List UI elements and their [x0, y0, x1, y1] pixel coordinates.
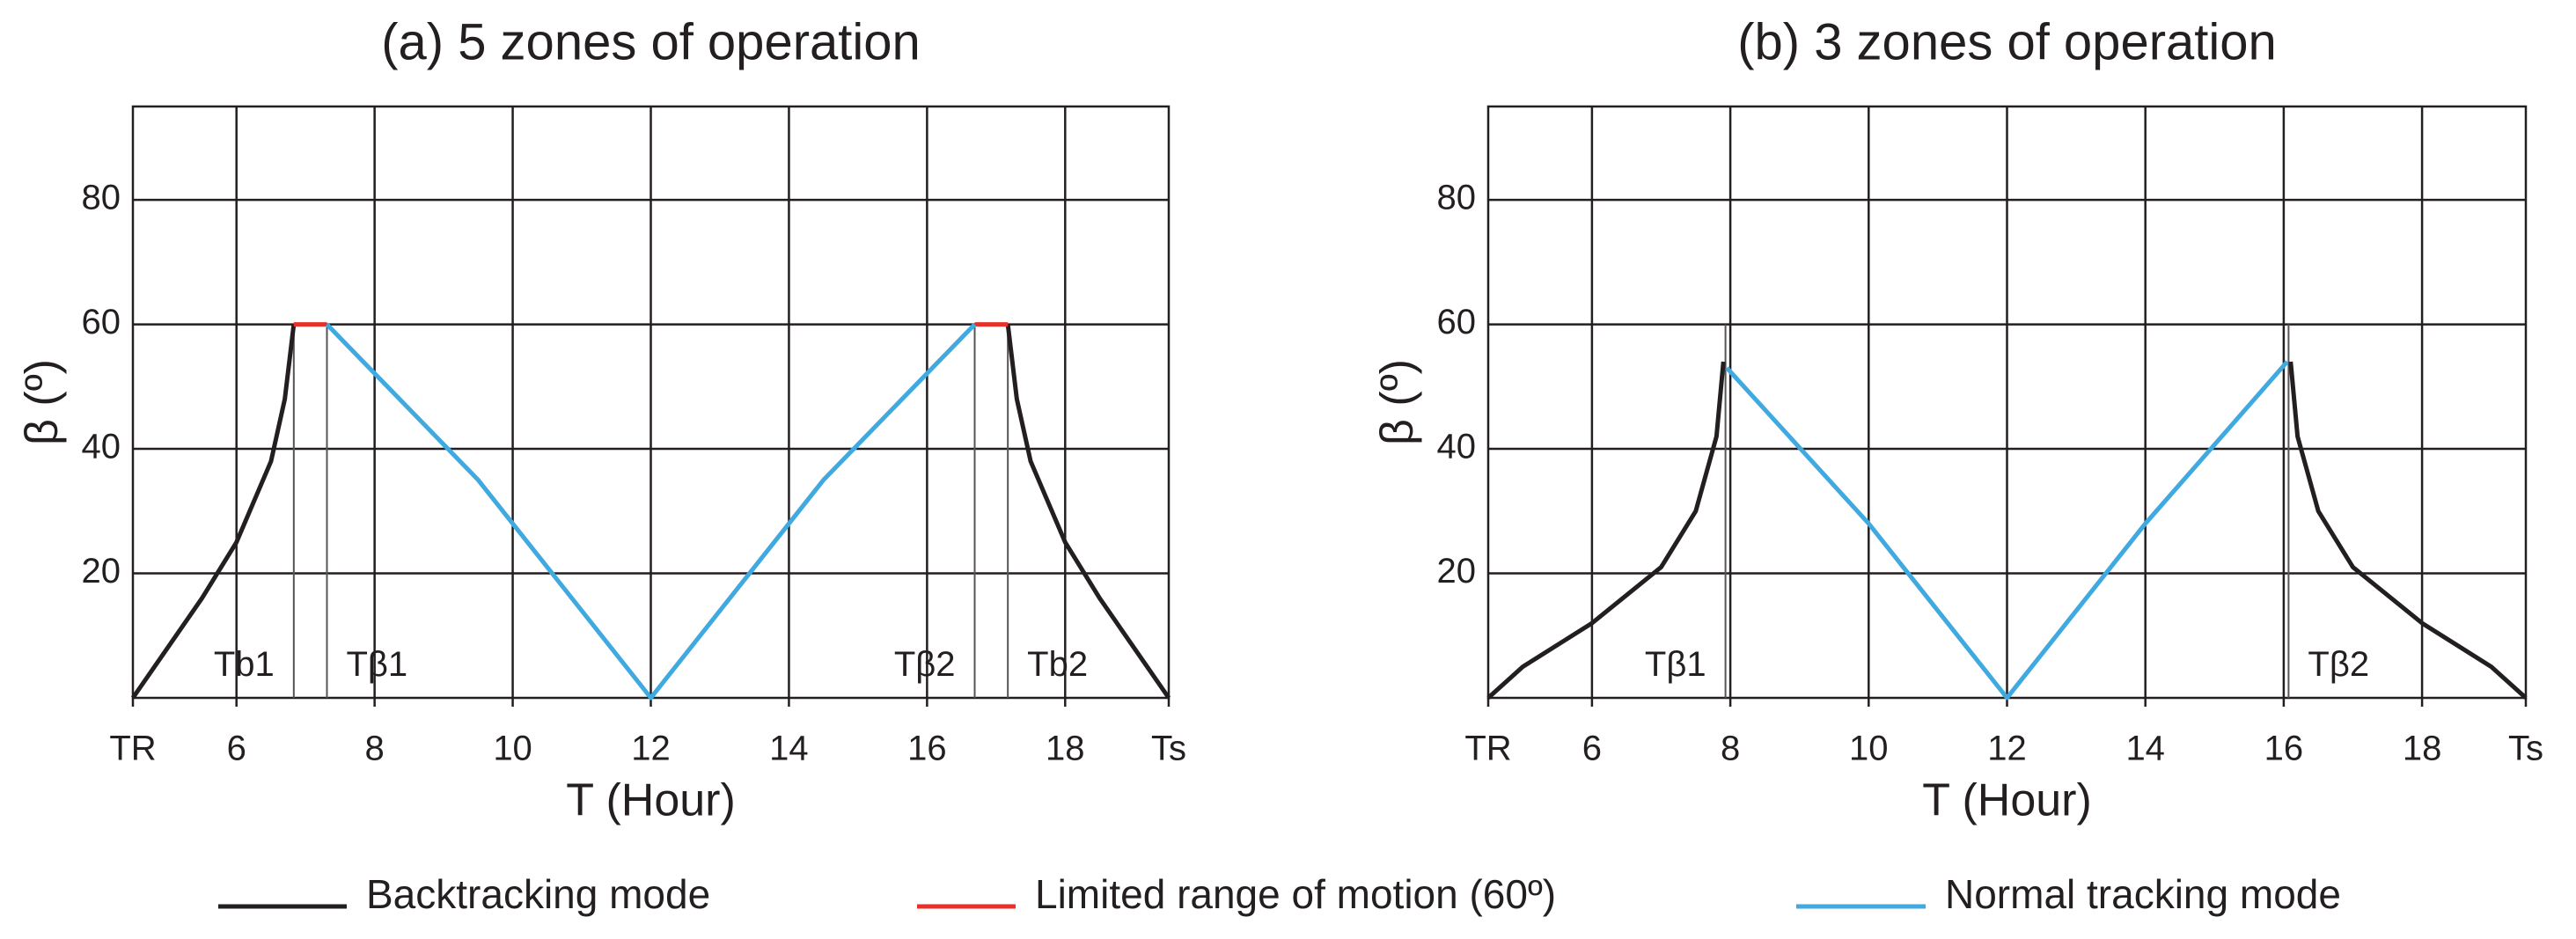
series-line	[1486, 361, 2528, 700]
x-tick-label: 8	[1721, 730, 1740, 768]
x-tick-label: 10	[1849, 730, 1889, 768]
chart-title: (b) 3 zones of operation	[1737, 13, 2277, 70]
x-tick-label: Ts	[1151, 730, 1186, 768]
y-tick-label: 60	[1437, 303, 1477, 341]
annotation-label: Tβ1	[346, 645, 407, 684]
annotation-label: Tb1	[214, 645, 275, 684]
x-tick-label: 8	[365, 730, 385, 768]
y-axis-label: β (º)	[1372, 359, 1423, 445]
annotation-label: Tβ2	[2308, 645, 2369, 684]
x-tick-label: 16	[2264, 730, 2304, 768]
x-tick-label: 18	[2403, 730, 2442, 768]
legend-label: Limited range of motion (60º)	[1035, 871, 1556, 917]
y-tick-label: 40	[82, 428, 121, 466]
y-tick-label: 20	[82, 552, 121, 591]
legend-label: Normal tracking mode	[1945, 871, 2341, 917]
x-axis-label: T (Hour)	[1922, 775, 2092, 826]
series-line	[1725, 360, 2289, 701]
y-tick-label: 60	[82, 303, 121, 341]
x-axis-label: T (Hour)	[566, 775, 736, 826]
x-tick-label: 12	[631, 730, 671, 768]
y-tick-label: 80	[82, 179, 121, 217]
y-tick-label: 40	[1437, 428, 1477, 466]
x-tick-label: 18	[1046, 730, 1085, 768]
y-tick-label: 80	[1437, 179, 1477, 217]
x-tick-label: TR	[109, 730, 156, 768]
x-tick-label: Ts	[2508, 730, 2543, 768]
x-tick-label: 14	[769, 730, 809, 768]
x-tick-label: 16	[907, 730, 947, 768]
chart-title: (a) 5 zones of operation	[381, 13, 921, 70]
x-tick-label: 6	[1582, 730, 1602, 768]
series-line	[325, 322, 977, 701]
y-tick-label: 20	[1437, 552, 1477, 591]
series-line	[130, 324, 1171, 700]
legend-label: Backtracking mode	[366, 871, 710, 917]
annotation-label: Tβ2	[894, 645, 956, 684]
x-tick-label: 12	[1987, 730, 2027, 768]
x-tick-label: 14	[2125, 730, 2165, 768]
annotation-label: Tβ1	[1645, 645, 1706, 684]
x-tick-label: 10	[493, 730, 532, 768]
x-tick-label: TR	[1464, 730, 1511, 768]
y-axis-label: β (º)	[17, 359, 68, 445]
x-tick-label: 6	[227, 730, 246, 768]
annotation-label: Tb2	[1027, 645, 1088, 684]
